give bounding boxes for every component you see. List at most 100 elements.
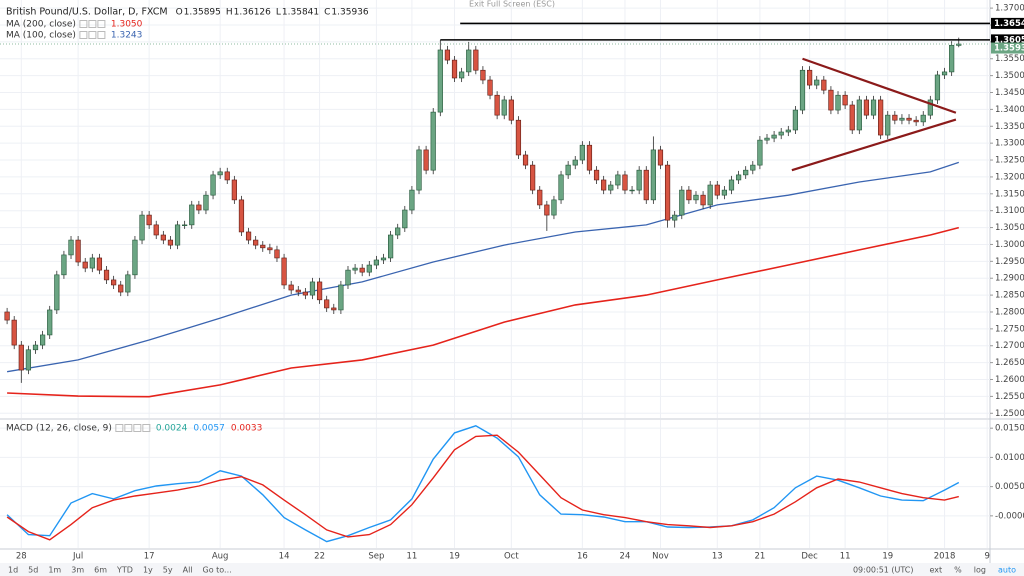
candle-body: [466, 49, 472, 73]
y-tick-label: 1.33000: [995, 139, 1024, 149]
legend-icon[interactable]: [115, 424, 124, 432]
candle-body: [643, 169, 649, 201]
candle-body: [721, 189, 727, 196]
candle-body: [650, 149, 656, 201]
candle-body: [586, 144, 593, 171]
legend-icon[interactable]: [97, 20, 106, 28]
candle-body: [885, 114, 891, 136]
legend-icon[interactable]: [79, 31, 88, 39]
axis-option[interactable]: ext: [930, 566, 943, 575]
candle-body: [835, 94, 841, 111]
y-tick-label: 1.31000: [995, 206, 1024, 216]
candle-body: [608, 184, 614, 191]
candle-body: [89, 257, 95, 269]
y-tick-label: 1.35000: [995, 71, 1024, 81]
candle-body: [515, 119, 522, 156]
legend-icon[interactable]: [79, 20, 88, 28]
price-label: 1.36547: [994, 19, 1024, 29]
legend-name: MA (200, close): [6, 20, 76, 30]
axis-option[interactable]: auto: [998, 566, 1016, 575]
candle-body: [508, 99, 514, 121]
y-tick-label: 1.32000: [995, 172, 1024, 182]
candle-body: [118, 284, 124, 293]
legend-icon[interactable]: [97, 31, 106, 39]
candle-body: [153, 224, 159, 236]
candle-body: [125, 274, 131, 293]
candle-body: [111, 279, 117, 286]
range-button[interactable]: 5y: [163, 566, 173, 575]
range-button[interactable]: Go to...: [203, 566, 232, 575]
candle-body: [40, 334, 46, 346]
exit-fullscreen[interactable]: Exit Full Screen (ESC): [469, 0, 555, 9]
chart-title: British Pound/U.S. Dollar, D, FXCM: [6, 7, 168, 18]
x-tick-label: Dec: [801, 552, 818, 562]
candle-body: [750, 164, 756, 171]
candle-body: [672, 214, 678, 221]
y-tick-label: 1.34500: [995, 88, 1024, 98]
legend-icon[interactable]: [88, 20, 97, 28]
legend-value: 1.3243: [111, 31, 143, 41]
legend-icon[interactable]: [142, 424, 151, 432]
trendline: [802, 57, 957, 114]
candle-body: [892, 114, 898, 121]
candle-body: [785, 129, 791, 133]
candle-body: [281, 257, 287, 286]
candle-body: [167, 239, 174, 246]
candle-body: [18, 344, 24, 371]
price-label-box: [991, 34, 1024, 46]
range-button[interactable]: 3m: [71, 566, 84, 575]
candle-body: [82, 261, 88, 269]
candle-body: [863, 99, 870, 116]
candle-body: [373, 259, 379, 266]
legend-icon[interactable]: [124, 424, 133, 432]
candle-body: [522, 154, 529, 166]
candle-body: [68, 239, 74, 256]
candle-body: [764, 137, 770, 141]
range-button[interactable]: 6m: [94, 566, 107, 575]
indicator-title: MACD (12, 26, close, 9): [6, 424, 112, 434]
range-button[interactable]: 1m: [48, 566, 61, 575]
candle-body: [459, 71, 465, 79]
candle-body: [693, 194, 699, 201]
candle-body: [743, 169, 749, 176]
legend-icon[interactable]: [133, 424, 142, 432]
macd-line: [6, 434, 959, 541]
axis-option[interactable]: log: [974, 566, 986, 575]
candle-body: [899, 117, 905, 121]
y-tick-label: -0.0000: [995, 511, 1024, 521]
legend-icon[interactable]: [88, 31, 97, 39]
y-tick-label: 1.34000: [995, 105, 1024, 115]
candle-body: [636, 169, 642, 191]
range-button[interactable]: All: [183, 566, 193, 575]
candle-body: [359, 267, 365, 273]
price-label: 1.36059: [994, 35, 1024, 45]
y-tick-label: 1.27000: [995, 341, 1024, 351]
axis-option[interactable]: %: [954, 566, 962, 575]
candle-body: [395, 227, 401, 236]
candle-body: [487, 79, 493, 96]
range-button[interactable]: YTD: [116, 566, 133, 575]
candle-body: [593, 169, 600, 181]
candle-body: [799, 69, 806, 111]
moving-average: [7, 226, 960, 398]
candle-body: [160, 234, 166, 241]
candle-body: [174, 224, 181, 246]
ohlc-prefix: C: [324, 8, 330, 18]
x-tick-label: 24: [620, 552, 631, 562]
range-button[interactable]: 5d: [28, 566, 38, 575]
range-button[interactable]: 1y: [143, 566, 153, 575]
range-button[interactable]: 1d: [8, 566, 18, 575]
x-tick-label: 11: [840, 552, 851, 562]
y-tick-label: 1.29500: [995, 257, 1024, 267]
candle-body: [735, 174, 742, 181]
candle-body: [146, 214, 152, 226]
candle-body: [302, 291, 308, 296]
moving-average: [6, 161, 960, 373]
candle-body: [437, 49, 443, 113]
candle-body: [203, 194, 209, 211]
candle-body: [309, 281, 316, 296]
candle-body: [941, 71, 948, 76]
x-tick-label: Jul: [72, 552, 83, 562]
